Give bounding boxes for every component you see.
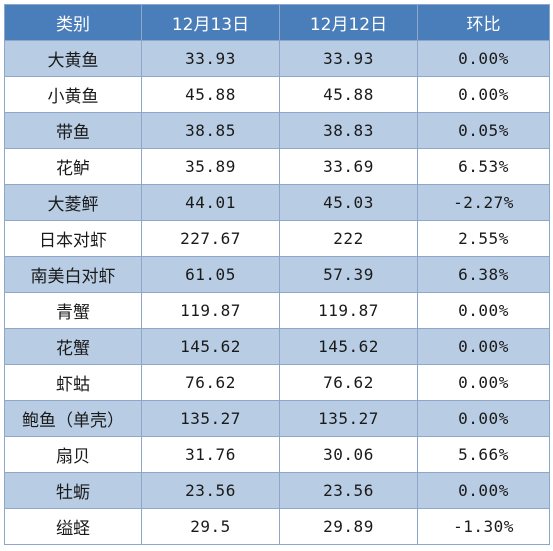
cell-dec12: 23.56 xyxy=(279,472,418,509)
table-row: 鲍鱼（单壳） 135.27 135.27 0.00% xyxy=(4,400,550,437)
cell-category: 扇贝 xyxy=(4,436,142,473)
cell-change: 0.00% xyxy=(417,76,550,113)
cell-dec13: 135.27 xyxy=(141,400,280,437)
cell-change: 0.05% xyxy=(417,112,550,149)
table-row: 小黄鱼 45.88 45.88 0.00% xyxy=(4,76,550,113)
cell-dec12: 38.83 xyxy=(279,112,418,149)
cell-category: 日本对虾 xyxy=(4,220,142,257)
cell-change: 6.53% xyxy=(417,148,550,185)
cell-change: -2.27% xyxy=(417,184,550,221)
table-row: 青蟹 119.87 119.87 0.00% xyxy=(4,292,550,329)
table-row: 虾蛄 76.62 76.62 0.00% xyxy=(4,364,550,401)
cell-dec13: 145.62 xyxy=(141,328,280,365)
header-dec13: 12月13日 xyxy=(141,4,280,41)
cell-change: 6.38% xyxy=(417,256,550,293)
cell-category: 花鲈 xyxy=(4,148,142,185)
cell-category: 带鱼 xyxy=(4,112,142,149)
cell-dec13: 76.62 xyxy=(141,364,280,401)
cell-dec12: 135.27 xyxy=(279,400,418,437)
cell-dec12: 33.93 xyxy=(279,40,418,77)
cell-change: 0.00% xyxy=(417,328,550,365)
cell-dec13: 31.76 xyxy=(141,436,280,473)
cell-category: 大菱鲆 xyxy=(4,184,142,221)
table-row: 日本对虾 227.67 222 2.55% xyxy=(4,220,550,257)
cell-dec13: 44.01 xyxy=(141,184,280,221)
cell-category: 青蟹 xyxy=(4,292,142,329)
cell-category: 牡蛎 xyxy=(4,472,142,509)
cell-category: 大黄鱼 xyxy=(4,40,142,77)
cell-dec13: 38.85 xyxy=(141,112,280,149)
table-row: 牡蛎 23.56 23.56 0.00% xyxy=(4,472,550,509)
cell-change: 0.00% xyxy=(417,472,550,509)
price-table: 类别 12月13日 12月12日 环比 大黄鱼 33.93 33.93 0.00% 小黄… xyxy=(4,4,550,545)
cell-dec12: 45.03 xyxy=(279,184,418,221)
cell-dec12: 222 xyxy=(279,220,418,257)
cell-change: -1.30% xyxy=(417,508,550,545)
cell-dec12: 145.62 xyxy=(279,328,418,365)
cell-dec12: 57.39 xyxy=(279,256,418,293)
cell-dec13: 35.89 xyxy=(141,148,280,185)
cell-dec12: 33.69 xyxy=(279,148,418,185)
cell-change: 0.00% xyxy=(417,364,550,401)
cell-dec12: 45.88 xyxy=(279,76,418,113)
cell-dec13: 23.56 xyxy=(141,472,280,509)
cell-change: 5.66% xyxy=(417,436,550,473)
header-dec12: 12月12日 xyxy=(279,4,418,41)
cell-change: 0.00% xyxy=(417,400,550,437)
table-header: 类别 12月13日 12月12日 环比 xyxy=(4,4,550,41)
table-row: 扇贝 31.76 30.06 5.66% xyxy=(4,436,550,473)
cell-dec13: 29.5 xyxy=(141,508,280,545)
table-row: 带鱼 38.85 38.83 0.05% xyxy=(4,112,550,149)
cell-category: 花蟹 xyxy=(4,328,142,365)
header-category: 类别 xyxy=(4,4,142,41)
table-row: 大黄鱼 33.93 33.93 0.00% xyxy=(4,40,550,77)
cell-category: 虾蛄 xyxy=(4,364,142,401)
cell-dec13: 33.93 xyxy=(141,40,280,77)
table-row: 南美白对虾 61.05 57.39 6.38% xyxy=(4,256,550,293)
cell-dec13: 227.67 xyxy=(141,220,280,257)
header-change: 环比 xyxy=(417,4,550,41)
price-table-container: 类别 12月13日 12月12日 环比 大黄鱼 33.93 33.93 0.00% 小黄… xyxy=(4,4,550,545)
cell-change: 0.00% xyxy=(417,292,550,329)
table-row: 花蟹 145.62 145.62 0.00% xyxy=(4,328,550,365)
cell-category: 南美白对虾 xyxy=(4,256,142,293)
cell-category: 鲍鱼（单壳） xyxy=(4,400,142,437)
header-row: 类别 12月13日 12月12日 环比 xyxy=(4,4,550,41)
table-body: 大黄鱼 33.93 33.93 0.00% 小黄鱼 45.88 45.88 0.00% 带鱼 38… xyxy=(4,40,550,545)
cell-change: 2.55% xyxy=(417,220,550,257)
cell-dec12: 29.89 xyxy=(279,508,418,545)
table-row: 大菱鲆 44.01 45.03 -2.27% xyxy=(4,184,550,221)
cell-dec13: 45.88 xyxy=(141,76,280,113)
cell-change: 0.00% xyxy=(417,40,550,77)
cell-category: 缢蛏 xyxy=(4,508,142,545)
cell-dec12: 119.87 xyxy=(279,292,418,329)
cell-category: 小黄鱼 xyxy=(4,76,142,113)
table-row: 花鲈 35.89 33.69 6.53% xyxy=(4,148,550,185)
cell-dec13: 61.05 xyxy=(141,256,280,293)
cell-dec12: 30.06 xyxy=(279,436,418,473)
table-row: 缢蛏 29.5 29.89 -1.30% xyxy=(4,508,550,545)
cell-dec13: 119.87 xyxy=(141,292,280,329)
cell-dec12: 76.62 xyxy=(279,364,418,401)
